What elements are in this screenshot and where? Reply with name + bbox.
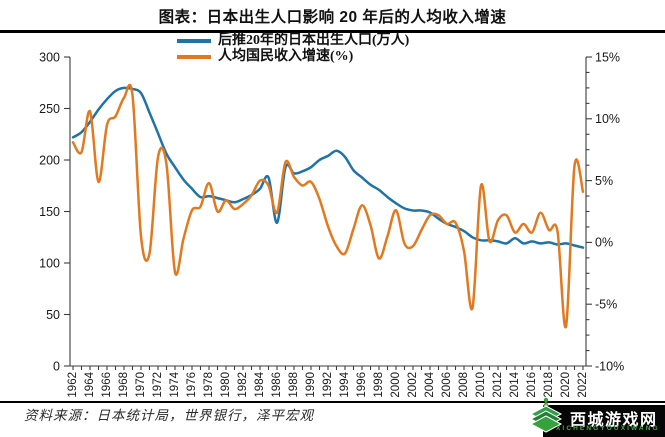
watermark-logo-icon (529, 397, 563, 433)
svg-text:1976: 1976 (186, 372, 198, 398)
svg-text:2014: 2014 (509, 371, 521, 397)
svg-text:15%: 15% (595, 50, 620, 64)
source-note: 资料来源：日本统计局，世界银行，泽平宏观 (24, 408, 314, 423)
svg-text:10%: 10% (595, 112, 620, 126)
svg-text:0%: 0% (595, 236, 613, 250)
svg-text:2006: 2006 (441, 372, 453, 398)
svg-text:2008: 2008 (458, 372, 470, 398)
svg-text:1990: 1990 (305, 372, 317, 398)
legend-line-swatch-orange (177, 55, 211, 59)
svg-text:1984: 1984 (254, 371, 266, 397)
legend-label: 人均国民收入增速(%) (218, 49, 354, 64)
svg-text:-10%: -10% (595, 359, 624, 373)
svg-text:1968: 1968 (118, 372, 130, 398)
svg-text:150: 150 (39, 205, 60, 219)
svg-text:5%: 5% (595, 174, 613, 188)
birth-population-series (71, 86, 585, 249)
axes (64, 56, 592, 370)
watermark (543, 405, 665, 437)
income-growth-series (71, 83, 585, 329)
svg-text:1988: 1988 (288, 372, 300, 398)
legend-line-swatch-blue (177, 39, 211, 43)
svg-text:1992: 1992 (322, 372, 334, 398)
svg-text:1978: 1978 (203, 372, 215, 398)
legend-label: 后推20年的日本出生人口(万人) (218, 33, 410, 48)
footer-divider (0, 401, 665, 403)
svg-text:1966: 1966 (101, 372, 113, 398)
legend-item-birth-population: 后推20年的日本出生人口(万人) (177, 33, 409, 49)
svg-text:1970: 1970 (135, 372, 147, 398)
svg-text:2022: 2022 (577, 372, 589, 398)
svg-text:2012: 2012 (492, 372, 504, 398)
svg-text:200: 200 (39, 153, 60, 167)
legend-item-income-growth: 人均国民收入增速(%) (177, 49, 409, 65)
svg-text:1996: 1996 (356, 372, 368, 398)
svg-text:1974: 1974 (169, 371, 181, 397)
legend: 后推20年的日本出生人口(万人) 人均国民收入增速(%) (177, 33, 409, 65)
svg-text:0: 0 (53, 359, 60, 373)
svg-text:1982: 1982 (237, 372, 249, 398)
svg-text:50: 50 (46, 308, 60, 322)
svg-text:1980: 1980 (220, 372, 232, 398)
svg-text:2018: 2018 (543, 372, 555, 398)
watermark-site-romanized: XICHENGYOUXIWANG (556, 425, 660, 432)
svg-text:250: 250 (39, 102, 60, 116)
svg-text:1962: 1962 (67, 372, 79, 398)
svg-text:1998: 1998 (373, 372, 385, 398)
svg-text:100: 100 (39, 256, 60, 270)
svg-text:2020: 2020 (560, 372, 572, 398)
chart-title: 图表：日本出生人口影响 20 年后的人均收入增速 (158, 9, 507, 26)
svg-text:1994: 1994 (339, 371, 351, 397)
svg-text:2004: 2004 (424, 371, 436, 397)
svg-text:2010: 2010 (475, 372, 487, 398)
svg-text:1972: 1972 (152, 372, 164, 398)
svg-text:1986: 1986 (271, 372, 283, 398)
svg-text:2000: 2000 (390, 372, 402, 398)
svg-text:-5%: -5% (595, 298, 617, 312)
svg-text:2016: 2016 (526, 372, 538, 398)
svg-text:2002: 2002 (407, 372, 419, 398)
watermark-site-name: 西城游戏网 (570, 412, 658, 429)
svg-text:1964: 1964 (84, 371, 96, 397)
svg-text:300: 300 (39, 50, 60, 64)
title-divider (0, 30, 665, 33)
